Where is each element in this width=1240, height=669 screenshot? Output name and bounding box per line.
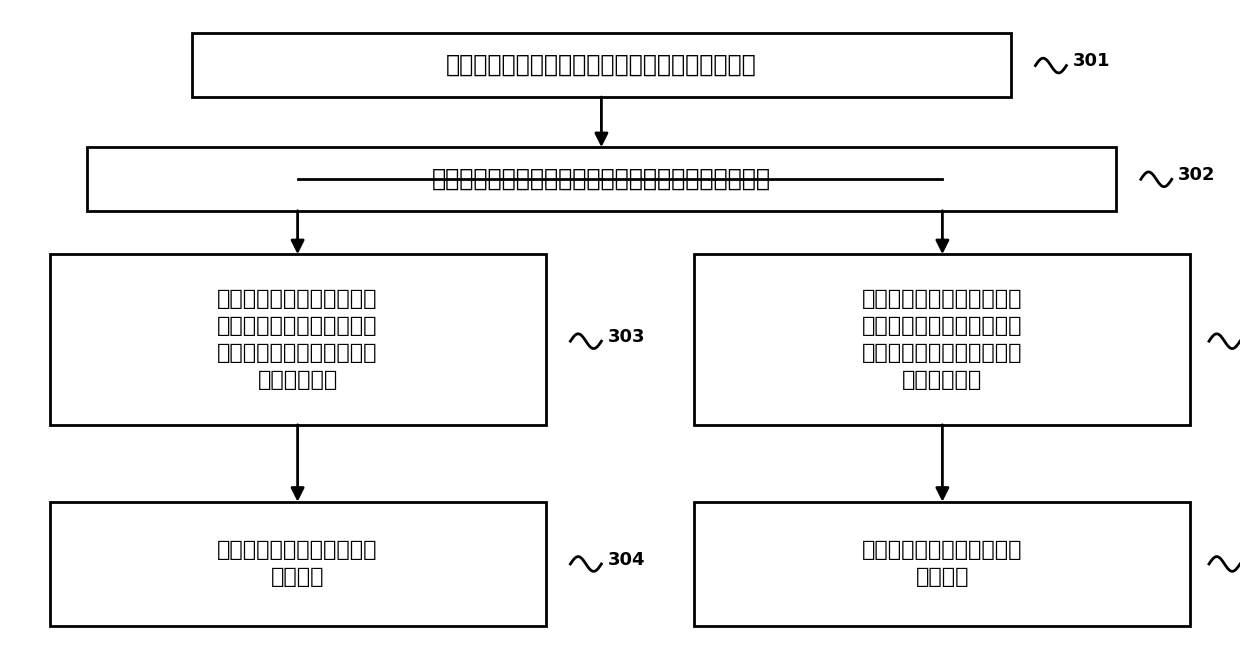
FancyBboxPatch shape <box>50 502 546 626</box>
FancyBboxPatch shape <box>87 147 1116 211</box>
Text: 若用户手动提高屏幕亮度值
的次数超过预设阈值，则确
定用户手动提高屏幕亮度值
的最小提高量: 若用户手动提高屏幕亮度值 的次数超过预设阈值，则确 定用户手动提高屏幕亮度值 的… <box>217 289 378 390</box>
Text: 将屏幕亮度调节范围增加最
小提高量: 将屏幕亮度调节范围增加最 小提高量 <box>217 540 378 587</box>
FancyBboxPatch shape <box>694 254 1190 425</box>
FancyBboxPatch shape <box>50 254 546 425</box>
Text: 若用户手动降低屏幕亮度值
的次数超过预设阈值，则计
算用户手动降低屏幕亮度值
的最小降低量: 若用户手动降低屏幕亮度值 的次数超过预设阈值，则计 算用户手动降低屏幕亮度值 的… <box>862 289 1023 390</box>
FancyBboxPatch shape <box>192 33 1011 97</box>
Text: 302: 302 <box>1178 166 1215 184</box>
Text: 303: 303 <box>608 328 645 346</box>
Text: 301: 301 <box>1073 52 1110 70</box>
Text: 记录用户每次手动调节屏幕亮度值的操作与调整量: 记录用户每次手动调节屏幕亮度值的操作与调整量 <box>446 54 756 77</box>
Text: 确定用户手动调节屏幕亮度值的次数是否超过预设阈值: 确定用户手动调节屏幕亮度值的次数是否超过预设阈值 <box>432 167 771 191</box>
Text: 304: 304 <box>608 551 645 569</box>
Text: 将屏幕亮度调节范围降低最
小降低量: 将屏幕亮度调节范围降低最 小降低量 <box>862 540 1023 587</box>
FancyBboxPatch shape <box>694 502 1190 626</box>
